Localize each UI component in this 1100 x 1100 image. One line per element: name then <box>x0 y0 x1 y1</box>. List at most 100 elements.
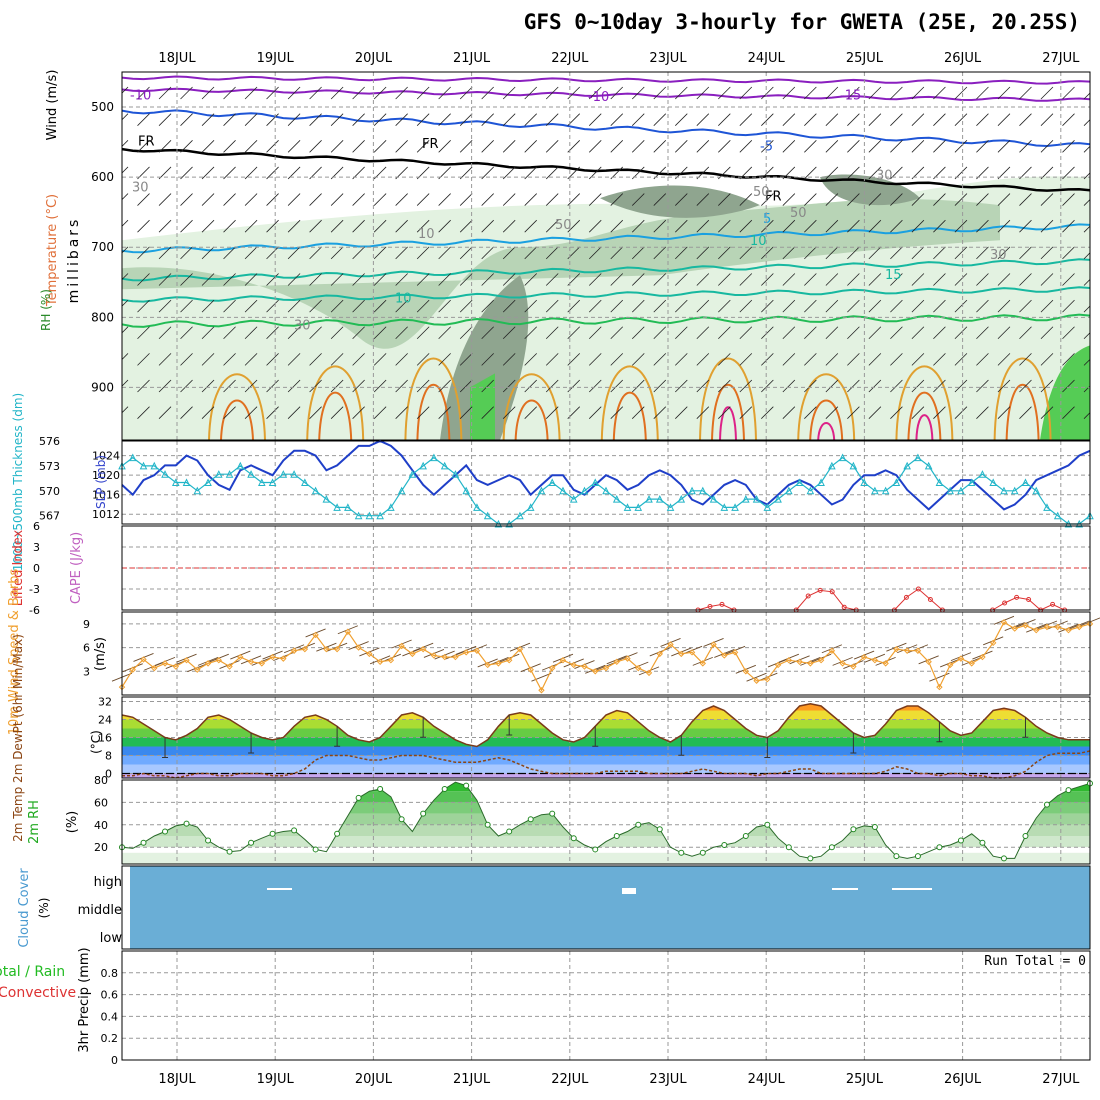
wind-barb <box>287 219 301 233</box>
temperature-band <box>122 755 1090 765</box>
wind-barb <box>782 379 796 393</box>
thickness-point <box>849 461 858 470</box>
lifted-tick-label: -3 <box>29 583 40 596</box>
temperature-band <box>122 773 1090 778</box>
wind-barb <box>1040 406 1054 419</box>
thickness-point <box>204 478 212 486</box>
wind-barb <box>330 193 344 206</box>
wind-barb <box>395 299 408 313</box>
wind-barb <box>373 326 387 340</box>
wind-barb <box>653 113 667 126</box>
wind-barb <box>1019 86 1032 100</box>
wind-barb <box>481 273 494 286</box>
wind-barb <box>1019 353 1032 366</box>
rh-point <box>484 821 491 828</box>
wind-barb <box>1040 326 1054 340</box>
wind-barb <box>373 299 387 313</box>
wind-barb <box>804 140 817 153</box>
wind-barb <box>631 86 645 100</box>
wind-barb <box>309 219 322 233</box>
top-day-label: 23JUL <box>649 51 687 66</box>
cloud-panel: high middle low Cloud Cover (%) <box>17 866 1090 949</box>
wind-barb <box>309 406 322 419</box>
rh-point <box>721 841 728 848</box>
wind-barb <box>1040 140 1054 153</box>
wind-barb <box>868 406 882 419</box>
wind-barb <box>180 86 193 100</box>
y-tick-label: 700 <box>91 240 114 254</box>
wind-barb <box>244 326 258 340</box>
wind-barb <box>122 219 129 227</box>
wind-barb <box>330 326 344 340</box>
rh-shading <box>122 75 1090 440</box>
wind-barb <box>739 353 753 366</box>
thickness-point <box>806 486 815 495</box>
wind-barb <box>653 353 667 366</box>
wind-barb <box>158 353 172 366</box>
wind-barb <box>1062 246 1075 260</box>
wind-barb <box>933 406 946 419</box>
wind-barb <box>933 140 946 153</box>
wind-barb <box>588 299 602 313</box>
cloud-gap <box>267 888 292 890</box>
wind-barb <box>502 246 516 260</box>
wind-speed-point <box>592 668 599 675</box>
wind-barb <box>610 246 624 260</box>
wind-barb <box>1083 199 1090 206</box>
wind-speed-point <box>215 657 223 664</box>
temperature-band <box>122 728 1090 738</box>
wind-barb <box>567 219 581 233</box>
lifted-tick-label: 3 <box>33 541 40 554</box>
wind-barb <box>890 353 903 366</box>
lifted-point <box>915 586 921 592</box>
thickness-point <box>258 478 266 486</box>
wind-barb <box>804 113 817 126</box>
thickness-point <box>666 503 675 511</box>
wind-barb <box>395 379 408 393</box>
wind-barb <box>158 113 172 126</box>
wind-frame <box>121 611 1091 696</box>
run-total: Run Total = 0 <box>984 954 1086 969</box>
wind-barb <box>696 379 710 393</box>
contour-label: -10 <box>130 88 151 103</box>
wind-barb <box>1040 246 1054 260</box>
wind-speed-point <box>570 661 577 669</box>
wind-barb <box>567 86 581 100</box>
wind-speed-point <box>1054 623 1061 631</box>
wind-speed-point <box>613 658 620 666</box>
wind-barb <box>976 406 989 419</box>
wind-barb <box>287 326 301 340</box>
wind-speed-point <box>505 657 513 664</box>
thickness-point <box>247 470 255 478</box>
top-day-label: 26JUL <box>944 51 982 66</box>
top-day-label: 20JUL <box>355 51 393 66</box>
wind-barb <box>997 246 1011 260</box>
wind-barb <box>1040 86 1054 100</box>
wind-barb <box>739 326 753 340</box>
rh-point <box>570 835 577 842</box>
y-tick-label: 900 <box>91 380 114 394</box>
wind-barb <box>954 273 968 286</box>
wind-barb <box>373 246 387 260</box>
isotherm-25 <box>404 357 463 440</box>
wind-barb <box>997 219 1011 233</box>
rh-band <box>122 782 1090 792</box>
wind-barb <box>890 273 903 286</box>
wind-barb <box>122 406 129 414</box>
wind-barb <box>1062 406 1075 419</box>
wind-barb <box>911 299 925 313</box>
wind-barb <box>1062 326 1075 340</box>
wind-barb <box>610 353 624 366</box>
wind-barb <box>201 113 215 126</box>
wind-barb <box>718 246 731 260</box>
wind-barb <box>847 379 860 393</box>
rh-point <box>656 826 663 833</box>
rh-point <box>248 839 255 846</box>
wind-barb <box>847 113 860 126</box>
cloud-level-label: middle <box>78 903 122 918</box>
wind-barb <box>438 219 451 233</box>
thickness-point <box>967 478 976 486</box>
wind-barb <box>524 246 537 260</box>
rh-70-area <box>820 174 920 206</box>
wind-barb <box>545 353 559 366</box>
